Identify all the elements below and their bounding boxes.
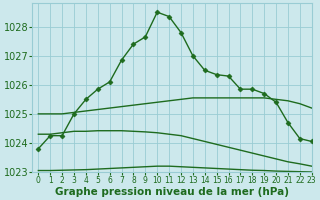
X-axis label: Graphe pression niveau de la mer (hPa): Graphe pression niveau de la mer (hPa) bbox=[55, 187, 289, 197]
